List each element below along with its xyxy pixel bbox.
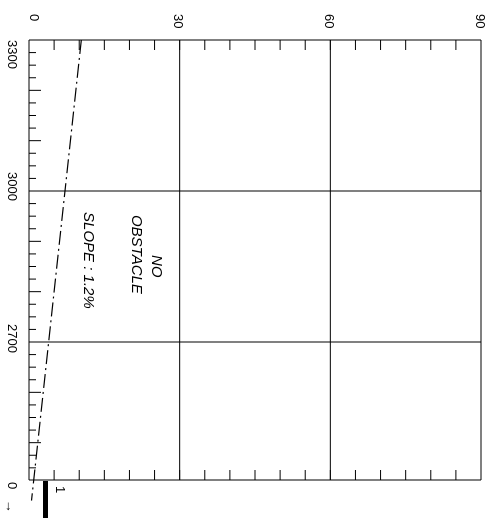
x-axis-arrow-icon: → [3, 500, 18, 513]
marker-label: 1 [53, 486, 68, 493]
y-tick-label-0: 0 [27, 14, 42, 21]
y-tick-label-90: 90 [473, 14, 488, 28]
runway-end-marker [43, 481, 48, 518]
axis-ticks [29, 39, 457, 480]
no-obstacle-label-line1: NO [148, 255, 165, 278]
y-tick-label-60: 60 [322, 14, 337, 28]
x-tick-label-3300: 3300 [5, 40, 20, 69]
y-tick-label-30: 30 [171, 14, 186, 28]
x-tick-label-3000: 3000 [5, 172, 20, 201]
slope-label: SLOPE : 1.2% [80, 212, 97, 309]
x-tick-label-0: 0 [5, 482, 20, 489]
no-obstacle-label-line2: OBSTACLE [128, 215, 145, 295]
slope-line [30, 39, 82, 501]
x-tick-label-2700: 2700 [5, 324, 20, 353]
